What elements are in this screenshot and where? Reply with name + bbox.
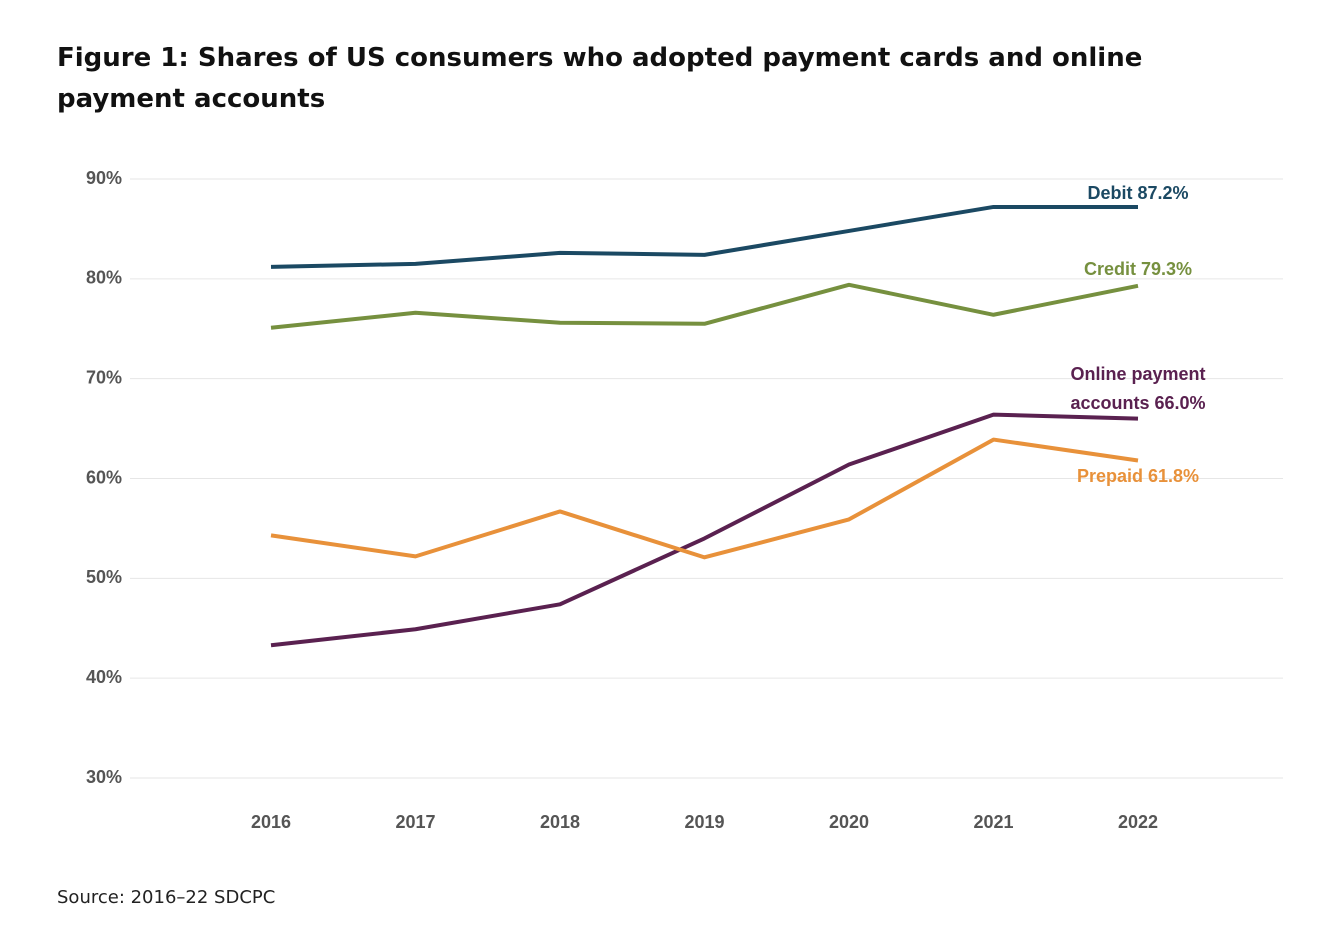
annotation: Online payment <box>1070 364 1205 384</box>
source-note: Source: 2016–22 SDCPC <box>57 887 276 908</box>
x-tick-label: 2021 <box>973 812 1013 832</box>
annotation: Credit 79.3% <box>1084 259 1192 279</box>
y-tick-label: 80% <box>86 268 122 288</box>
y-tick-label: 70% <box>86 367 122 387</box>
y-tick-label: 50% <box>86 567 122 587</box>
x-tick-label: 2019 <box>684 812 724 832</box>
annotation: Prepaid 61.8% <box>1077 466 1199 486</box>
series-line <box>270 282 1139 330</box>
series-line <box>270 412 1139 648</box>
y-tick-label: 90% <box>86 168 122 188</box>
x-tick-label: 2017 <box>395 812 435 832</box>
x-tick-label: 2016 <box>251 812 291 832</box>
annotation: Debit 87.2% <box>1087 183 1188 203</box>
x-tick-label: 2020 <box>829 812 869 832</box>
series-line <box>270 437 1139 560</box>
y-tick-label: 30% <box>86 767 122 787</box>
y-tick-label: 60% <box>86 467 122 487</box>
series-line <box>270 204 1138 269</box>
x-tick-label: 2018 <box>540 812 580 832</box>
y-tick-label: 40% <box>86 667 122 687</box>
annotation: accounts 66.0% <box>1070 393 1205 413</box>
x-tick-label: 2022 <box>1118 812 1158 832</box>
chart-title: Figure 1: Shares of US consumers who ado… <box>57 43 1143 114</box>
